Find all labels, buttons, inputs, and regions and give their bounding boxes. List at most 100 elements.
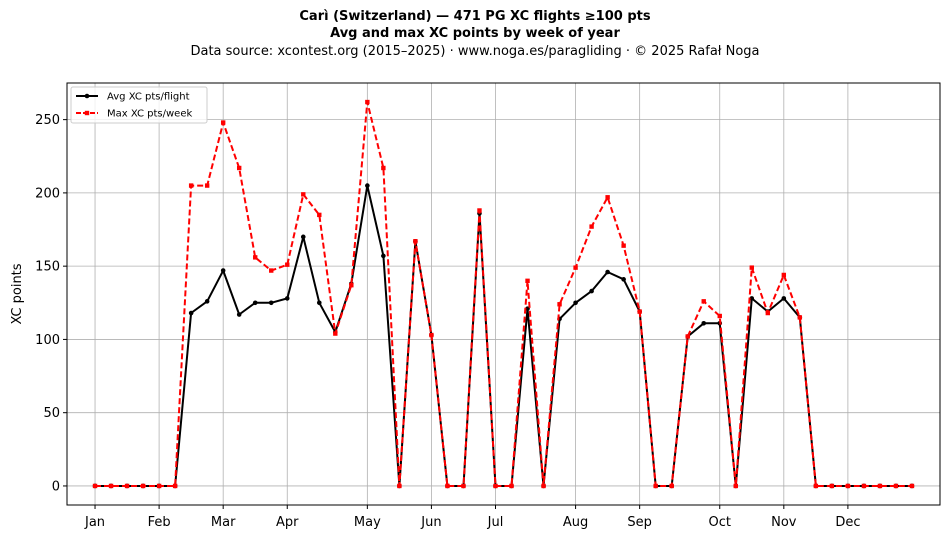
- data-point-max: [605, 195, 610, 200]
- data-point-max: [733, 483, 738, 489]
- y-tick-label: 150: [35, 260, 60, 275]
- data-point-max: [909, 483, 915, 489]
- data-point-avg: [284, 296, 290, 301]
- data-point-max: [781, 272, 787, 278]
- data-point-max: [156, 483, 162, 489]
- data-point-max: [204, 183, 210, 188]
- data-point-max: [509, 483, 514, 489]
- data-point-max: [236, 165, 242, 171]
- data-point-max: [429, 332, 434, 338]
- x-tick-label: Jun: [420, 515, 441, 530]
- legend: Avg XC pts/flight Max XC pts/week: [70, 86, 208, 124]
- series-max: [92, 99, 915, 489]
- data-point-max: [124, 483, 130, 489]
- x-tick-label: Feb: [148, 515, 171, 530]
- data-point-max: [253, 255, 258, 260]
- series-line-max: [95, 101, 912, 487]
- data-point-max: [269, 268, 274, 273]
- data-point-max: [397, 483, 402, 489]
- data-point-avg: [605, 269, 610, 275]
- data-point-max: [829, 483, 835, 489]
- data-point-max: [381, 165, 386, 171]
- data-point-max: [188, 183, 194, 188]
- data-point-max: [477, 208, 482, 213]
- y-tick-label: 0: [52, 479, 60, 494]
- chart-subtitle: Avg and max XC points by week of year: [330, 26, 620, 41]
- legend-marker-max: [84, 110, 90, 116]
- data-point-max: [557, 302, 562, 307]
- data-point-avg: [188, 310, 194, 316]
- data-point-max: [333, 331, 338, 336]
- series-layer: [92, 99, 915, 489]
- data-point-max: [637, 309, 642, 314]
- data-point-avg: [220, 268, 226, 273]
- data-point-avg: [781, 296, 787, 301]
- data-point-avg: [749, 296, 755, 301]
- data-point-max: [445, 483, 450, 489]
- data-point-max: [717, 313, 722, 319]
- axes-frame: [66, 82, 941, 506]
- data-point-max: [845, 483, 851, 489]
- x-tick-label: Apr: [276, 515, 299, 530]
- legend-item-avg: Avg XC pts/flight: [76, 92, 190, 103]
- series-line-avg: [95, 184, 912, 487]
- data-point-avg: [621, 277, 626, 282]
- data-point-max: [749, 265, 754, 270]
- data-point-max: [653, 483, 658, 489]
- data-point-max: [621, 243, 626, 248]
- y-tick-label: 50: [43, 406, 60, 421]
- data-point-max: [108, 483, 114, 489]
- x-tick-label: Mar: [211, 515, 236, 530]
- y-tick-label: 250: [35, 113, 60, 128]
- data-point-max: [685, 334, 690, 339]
- data-point-max: [285, 262, 290, 267]
- x-tick-label: Nov: [771, 515, 797, 530]
- x-tick-label: Jul: [487, 515, 504, 530]
- data-point-max: [317, 212, 322, 218]
- data-point-avg: [365, 183, 370, 188]
- x-tick-label: Sep: [627, 515, 652, 530]
- data-point-max: [573, 265, 578, 270]
- data-point-max: [589, 224, 594, 229]
- data-point-max: [349, 283, 354, 288]
- data-point-avg: [381, 253, 386, 259]
- data-point-max: [220, 120, 226, 125]
- legend-box: [70, 86, 208, 124]
- chart-title: Carì (Switzerland) — 471 PG XC flights ≥…: [299, 9, 651, 24]
- legend-label-max: Max XC pts/week: [107, 109, 192, 120]
- grid-lines: [67, 83, 940, 505]
- data-point-max: [493, 483, 498, 489]
- legend-item-max: Max XC pts/week: [76, 109, 192, 120]
- chart-source-note: Data source: xcontest.org (2015–2025) · …: [190, 44, 760, 59]
- y-tick-label: 200: [35, 186, 60, 201]
- x-tick-label: Jan: [84, 515, 105, 530]
- data-point-avg: [573, 300, 578, 306]
- axis-ticks: 0 50 100 150 200 250 Jan Feb Mar Apr May Jun Jul Aug S…: [35, 113, 860, 530]
- data-point-max: [140, 483, 146, 489]
- x-tick-label: Aug: [563, 515, 588, 530]
- data-point-max: [813, 483, 819, 489]
- series-avg: [92, 183, 915, 489]
- data-point-max: [461, 483, 466, 489]
- y-tick-label: 100: [35, 333, 60, 348]
- data-point-max: [701, 299, 706, 304]
- legend-marker-avg: [84, 93, 90, 99]
- data-point-max: [413, 239, 418, 244]
- data-point-avg: [589, 288, 594, 294]
- data-point-avg: [252, 300, 258, 306]
- data-point-max: [669, 483, 674, 489]
- data-point-max: [861, 483, 867, 489]
- data-point-avg: [204, 299, 210, 304]
- data-point-max: [765, 310, 771, 316]
- data-point-avg: [701, 321, 707, 326]
- x-tick-label: Dec: [835, 515, 860, 530]
- data-point-max: [541, 483, 546, 489]
- data-point-avg: [236, 312, 242, 317]
- data-point-max: [301, 192, 306, 197]
- data-point-max: [525, 278, 530, 284]
- data-point-max: [92, 483, 98, 489]
- data-point-max: [877, 483, 883, 489]
- y-axis-label: XC points: [10, 263, 25, 324]
